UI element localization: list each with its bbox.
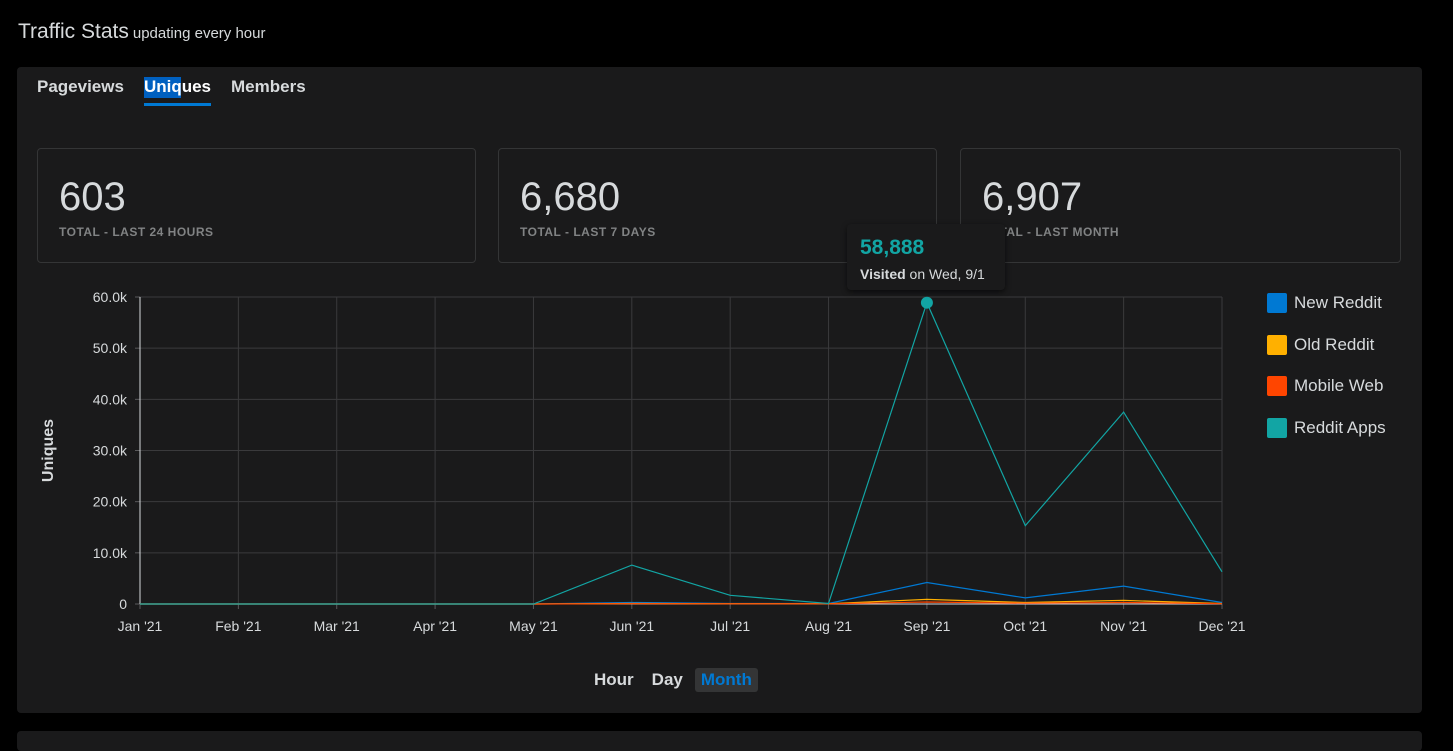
series-line-new-reddit (140, 581, 1223, 605)
x-tick-label: Jan '21 (118, 618, 163, 634)
x-tick-label: Oct '21 (1003, 618, 1047, 634)
legend-swatch (1267, 293, 1287, 313)
x-tick-label: Mar '21 (314, 618, 360, 634)
legend-label: New Reddit (1294, 293, 1382, 312)
y-axis-title: Uniques (40, 419, 57, 482)
traffic-stats-header: Traffic Stats updating every hour (18, 20, 265, 44)
tab-members[interactable]: Members (231, 77, 306, 96)
stat-card-month: 6,907 TOTAL - LAST MONTH (960, 148, 1401, 263)
chart-tooltip: 58,888 Visited on Wed, 9/1 (847, 224, 1005, 290)
legend-label: Reddit Apps (1294, 417, 1386, 437)
legend-swatch (1267, 417, 1287, 438)
stat-value: 6,680 (520, 175, 621, 219)
series-line-reddit-apps (140, 301, 1223, 605)
x-tick-label: Jun '21 (609, 618, 654, 634)
y-tick-label: 50.0k (93, 340, 128, 356)
x-tick-label: Nov '21 (1100, 618, 1147, 634)
stat-value: 6,907 (982, 175, 1083, 219)
uniques-line-chart: 0 10.0k 20.0k 30.0k 40.0k 50.0k 60.0k Jan '21 Fe… (40, 289, 1246, 634)
y-tick-label: 30.0k (93, 443, 128, 459)
text-selection-highlight (143, 77, 181, 98)
legend-item-mobile-web[interactable]: Mobile Web (1267, 376, 1386, 396)
y-tick-label: 60.0k (93, 289, 128, 305)
tooltip-value: 58,888 (860, 236, 925, 259)
time-range-selector: Hour Day Month (588, 668, 758, 692)
y-tick-label: 0 (119, 596, 127, 612)
range-day-button[interactable]: Day (651, 670, 683, 689)
x-tick-label: Feb '21 (215, 618, 261, 634)
y-tick-label: 10.0k (93, 545, 128, 561)
tab-pageviews[interactable]: Pageviews (37, 77, 124, 96)
legend-label: Old Reddit (1294, 334, 1375, 354)
x-tick-label: Aug '21 (805, 618, 852, 634)
x-tick-label: Sep '21 (903, 618, 950, 634)
page-title: Traffic Stats (18, 20, 129, 43)
tooltip-label: Visited on Wed, 9/1 (860, 266, 985, 282)
stat-label: TOTAL - LAST MONTH (982, 225, 1119, 239)
stat-label: TOTAL - LAST 7 DAYS (520, 225, 656, 239)
y-tick-label: 20.0k (93, 494, 128, 510)
x-tick-label: Jul '21 (710, 618, 750, 634)
page-subtitle: updating every hour (132, 25, 266, 42)
stat-value: 603 (59, 175, 126, 219)
next-panel (17, 731, 1422, 751)
tab-uniques[interactable]: Uniques (143, 77, 212, 106)
y-tick-label: 40.0k (93, 391, 128, 407)
legend-swatch (1267, 376, 1287, 396)
x-tick-label: May '21 (509, 618, 558, 634)
stat-label: TOTAL - LAST 24 HOURS (59, 225, 214, 239)
tooltip-bold: Visited (860, 266, 906, 282)
range-month-button[interactable]: Month (694, 668, 758, 692)
metric-tabs: Pageviews Uniques Members (37, 77, 306, 106)
stat-card-24h: 603 TOTAL - LAST 24 HOURS (37, 148, 476, 263)
x-tick-label: Dec '21 (1198, 618, 1245, 634)
legend-item-reddit-apps[interactable]: Reddit Apps (1267, 417, 1386, 438)
chart-legend: New Reddit Old Reddit Mobile Web Reddit … (1267, 293, 1386, 459)
range-hour-button[interactable]: Hour (594, 670, 634, 689)
tooltip-date: on Wed, 9/1 (909, 266, 985, 282)
x-tick-label: Apr '21 (413, 618, 457, 634)
legend-item-new-reddit[interactable]: New Reddit (1267, 293, 1386, 313)
legend-item-old-reddit[interactable]: Old Reddit (1267, 334, 1386, 355)
highlighted-data-point (920, 296, 933, 309)
legend-swatch (1267, 334, 1287, 355)
stat-card-7d: 6,680 TOTAL - LAST 7 DAYS (498, 148, 937, 263)
traffic-panel: Pageviews Uniques Members 603 TOTAL - LA… (17, 67, 1422, 713)
legend-label: Mobile Web (1294, 376, 1384, 395)
